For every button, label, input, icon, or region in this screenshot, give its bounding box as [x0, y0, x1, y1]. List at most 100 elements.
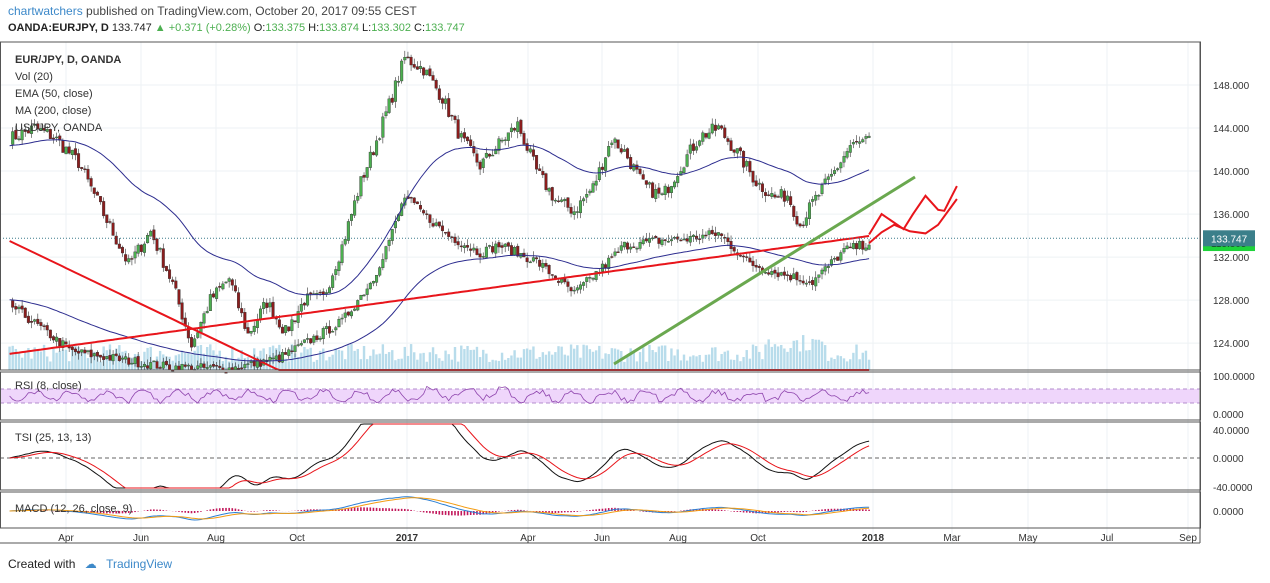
- volume-bar: [717, 361, 720, 370]
- volume-bar: [42, 344, 46, 370]
- tsi-legend: TSI (25, 13, 13): [15, 432, 91, 444]
- usdjpy-candle-body: [823, 266, 827, 272]
- eurjpy-candle-body: [453, 115, 457, 120]
- macd-hist-bar: [498, 511, 500, 512]
- volume-bar: [55, 352, 58, 370]
- volume-bar: [49, 361, 52, 370]
- volume-bar: [303, 346, 306, 370]
- volume-bar: [434, 354, 438, 370]
- usdjpy-candle-body: [506, 242, 510, 247]
- macd-hist-bar: [745, 511, 748, 513]
- usdjpy-candle-body: [83, 349, 87, 354]
- volume-bar: [801, 335, 805, 370]
- usdjpy-candle-body: [164, 360, 168, 366]
- eurjpy-candle-body: [726, 138, 730, 142]
- macd-hist-bar: [585, 510, 588, 511]
- volume-bar: [685, 360, 689, 370]
- volume-bar: [723, 351, 726, 370]
- close-value: 133.747: [425, 22, 465, 34]
- usdjpy-candle-body: [17, 306, 21, 309]
- usdjpy-candle-body: [691, 234, 695, 237]
- volume-bar: [466, 345, 469, 370]
- eurjpy-candle-body: [365, 167, 369, 178]
- x-tick-label: Aug: [207, 533, 225, 544]
- usdjpy-candle-body: [503, 243, 507, 247]
- volume-bar: [576, 345, 579, 370]
- volume-bar: [409, 344, 413, 370]
- volume-bar: [350, 344, 353, 370]
- eurjpy-candle-body: [45, 129, 49, 132]
- eurjpy-candle-body: [321, 291, 325, 295]
- eurjpy-candle-body: [397, 81, 401, 83]
- eurjpy-candle-body: [86, 168, 90, 180]
- macd-hist-bar: [218, 508, 221, 511]
- symbol-quote-line: OANDA:EURJPY, D 133.747 ▲ +0.371 (+0.28%…: [8, 22, 465, 34]
- eurjpy-candle-body: [745, 161, 749, 167]
- main-legend-item: Vol (20): [15, 71, 53, 83]
- tradingview-cloud-icon: ☁: [84, 557, 97, 571]
- usdjpy-candle-body: [58, 338, 62, 347]
- eurjpy-candle-body: [202, 313, 206, 324]
- usdjpy-candle-body: [817, 274, 821, 278]
- usdjpy-candle-body: [610, 256, 614, 258]
- usdjpy-candle-body: [30, 320, 34, 323]
- eurjpy-candle-body: [381, 116, 385, 138]
- macd-hist-bar: [134, 511, 136, 513]
- eurjpy-candle-body: [265, 302, 269, 308]
- tradingview-link[interactable]: TradingView: [106, 557, 173, 571]
- volume-bar: [331, 354, 334, 370]
- volume-bar: [689, 356, 692, 370]
- volume-bar: [642, 345, 645, 370]
- created-with-text: Created with: [8, 557, 76, 571]
- volume-bar: [287, 361, 290, 370]
- eurjpy-candle-body: [848, 145, 852, 153]
- macd-hist-bar: [513, 509, 516, 511]
- macd-hist-bar: [253, 511, 256, 512]
- eurjpy-candle-body: [149, 230, 153, 237]
- volume-bar: [8, 346, 11, 370]
- eurjpy-candle-body: [218, 286, 222, 288]
- volume-bar: [83, 351, 87, 370]
- eurjpy-price-tag-bg: [1203, 230, 1255, 247]
- volume-bar: [71, 349, 74, 370]
- volume-bar: [667, 361, 670, 370]
- usdjpy-candle-body: [738, 255, 742, 257]
- volume-bar: [503, 359, 507, 370]
- x-tick-label: Jul: [1101, 533, 1114, 544]
- usdjpy-candle-body: [26, 315, 30, 323]
- volume-bar: [827, 360, 830, 370]
- volume-bar: [306, 349, 309, 370]
- volume-bar: [296, 357, 300, 370]
- x-tick-label: Oct: [289, 533, 305, 544]
- eurjpy-candle-body: [337, 261, 341, 271]
- volume-bar: [93, 351, 96, 370]
- usdjpy-candle-body: [284, 352, 288, 355]
- volume-bar: [265, 361, 268, 370]
- macd-hist-bar: [300, 510, 303, 511]
- macd-hist-bar: [821, 509, 823, 511]
- volume-bar: [20, 357, 24, 370]
- eurjpy-candle-body: [770, 192, 774, 197]
- author-link[interactable]: chartwatchers: [8, 4, 83, 18]
- macd-hist-bar: [460, 511, 463, 516]
- usdjpy-candle-body: [42, 325, 46, 327]
- usdjpy-candle-body: [845, 245, 849, 250]
- usdjpy-candle-body: [820, 269, 824, 275]
- usdjpy-candle-body: [196, 365, 200, 369]
- eurjpy-candle-body: [387, 98, 391, 113]
- eurjpy-candle-body: [215, 287, 219, 299]
- eurjpy-candle-body: [196, 332, 200, 338]
- usdjpy-candle-body: [205, 367, 209, 369]
- macd-hist-bar: [466, 511, 469, 516]
- usdjpy-candle-body: [77, 350, 81, 354]
- macd-hist-bar: [153, 509, 155, 511]
- eurjpy-candle-body: [359, 176, 363, 197]
- volume-bar: [657, 346, 661, 370]
- eurjpy-candle-body: [114, 235, 118, 245]
- eurjpy-candle-body: [161, 248, 165, 268]
- macd-hist-bar: [200, 511, 202, 512]
- usdjpy-candle-body: [616, 251, 620, 253]
- volume-bar: [337, 349, 341, 370]
- high-label: H:: [308, 22, 320, 34]
